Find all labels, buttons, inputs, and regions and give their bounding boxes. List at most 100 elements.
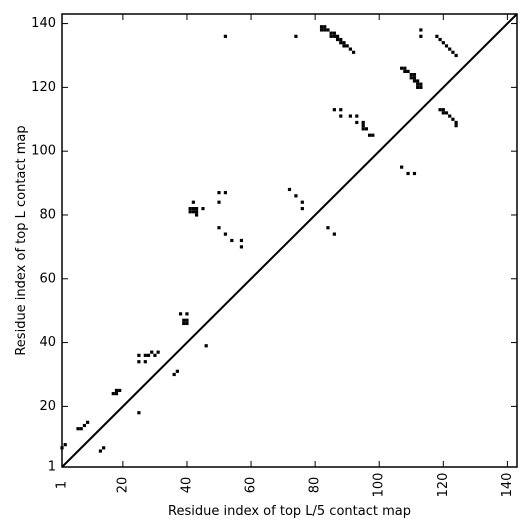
y-tick-label: 1 [48, 460, 56, 475]
contact-point [412, 171, 417, 176]
contact-point [230, 238, 234, 243]
contact-point [339, 114, 343, 118]
x-tick-label: 120 [436, 473, 451, 498]
contact-point [185, 321, 189, 326]
contact-point [339, 37, 343, 42]
contact-point [419, 82, 423, 86]
y-tick-label: 80 [39, 207, 56, 222]
contact-point [454, 124, 458, 128]
contact-point [419, 85, 423, 89]
contact-point [114, 392, 119, 396]
contact-point [348, 47, 352, 51]
contact-point [451, 117, 455, 121]
contact-point [342, 41, 346, 45]
contact-point [204, 344, 208, 348]
contact-point [146, 353, 151, 357]
y-tick-label: 60 [39, 271, 56, 286]
contact-point [185, 318, 189, 322]
contact-point [416, 85, 420, 89]
contact-point [319, 25, 324, 29]
contact-point [137, 353, 141, 357]
contact-point [438, 108, 442, 112]
contact-point [335, 34, 340, 38]
y-axis-label: Residue index of top L contact map [14, 125, 29, 355]
contact-point [137, 360, 141, 364]
x-tick-label: 1 [55, 481, 70, 489]
contact-point [156, 350, 160, 354]
contact-point [323, 25, 327, 29]
contact-point [444, 111, 449, 115]
contact-point [355, 114, 359, 118]
contact-point [444, 44, 449, 48]
contact-point [406, 69, 410, 74]
contact-point [185, 312, 189, 316]
contact-point [332, 31, 336, 35]
contact-point [400, 66, 404, 70]
contact-point [339, 41, 343, 45]
contact-point [111, 392, 115, 396]
contact-point [351, 50, 356, 54]
contact-point [194, 213, 199, 217]
contact-point [419, 34, 423, 38]
contact-point [63, 443, 67, 447]
contact-point [332, 232, 336, 236]
contact-point [76, 427, 80, 431]
contact-point [217, 200, 221, 204]
x-tick-label: 80 [308, 477, 323, 494]
contact-point [454, 53, 458, 58]
contact-point [79, 427, 83, 431]
contact-point [182, 318, 186, 322]
plot-frame [61, 13, 518, 468]
contact-point [326, 28, 330, 32]
contact-point [82, 423, 87, 428]
contact-point [150, 350, 154, 354]
contact-point [342, 44, 346, 48]
contact-point [172, 372, 176, 377]
contact-point [364, 127, 368, 131]
contact-point [400, 165, 404, 169]
contact-point [182, 321, 186, 326]
contact-point [448, 47, 452, 51]
x-tick-label: 20 [115, 477, 130, 494]
contact-point [441, 108, 445, 112]
contact-point [98, 449, 103, 453]
contact-point [86, 420, 90, 424]
contact-point [412, 73, 417, 77]
x-axis-label: Residue index of top L/5 contact map [168, 504, 411, 519]
contact-point [194, 207, 199, 211]
contact-point [319, 28, 324, 32]
contact-point [191, 200, 195, 204]
contact-point [194, 210, 199, 214]
contact-point [335, 37, 340, 42]
contact-point [102, 446, 106, 450]
contact-point [323, 28, 327, 32]
diagonal-line [61, 13, 518, 468]
y-tick-label: 20 [39, 399, 56, 414]
contact-point [201, 207, 205, 211]
x-tick-label: 40 [179, 477, 194, 494]
contact-point [435, 34, 439, 38]
x-tick-label: 100 [372, 473, 387, 498]
contact-point [329, 31, 333, 35]
contact-point [239, 245, 244, 249]
contact-point [239, 238, 244, 243]
y-tick-label: 100 [31, 144, 56, 159]
contact-point [178, 312, 183, 316]
contact-point [114, 388, 119, 393]
x-tick-label: 60 [244, 477, 259, 494]
contact-point [223, 191, 228, 195]
contact-point [412, 79, 417, 83]
contact-point [361, 127, 365, 131]
contact-point [419, 28, 423, 32]
contact-point [339, 108, 343, 112]
contact-point [416, 82, 420, 86]
contact-point [361, 124, 365, 128]
contact-point [454, 120, 458, 125]
contact-point [329, 34, 333, 38]
x-axis-ticks: 1 20 40 60 80 100 120 140 [55, 14, 515, 497]
contact-point [118, 388, 122, 393]
contact-point [223, 34, 228, 38]
contact-point [143, 353, 147, 357]
contact-point [188, 210, 192, 214]
